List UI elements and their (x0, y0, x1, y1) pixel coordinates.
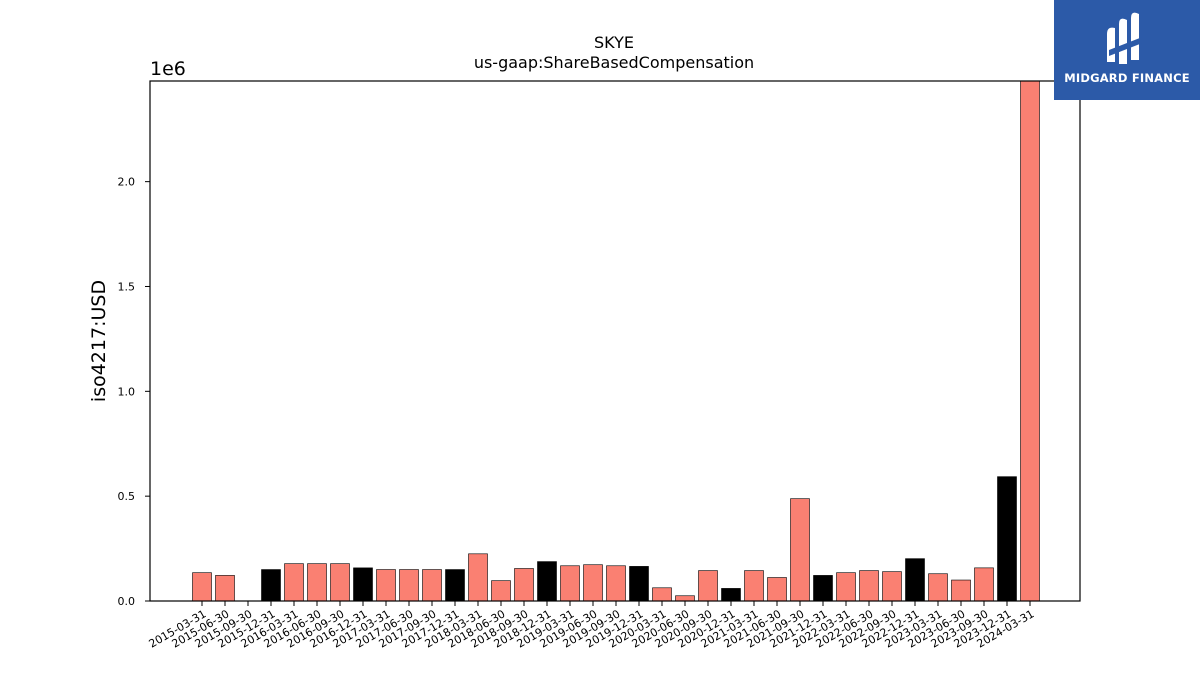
plot-frame (149, 80, 1081, 602)
x-ticks-layer: 2015-03-312015-06-302015-09-302015-12-31… (147, 601, 1037, 651)
bar-2018-09-30 (514, 568, 534, 602)
y-tick-label: 0.0 (118, 595, 136, 608)
bar-2024-03-31 (1020, 80, 1040, 602)
bar-2020-03-31 (652, 587, 672, 602)
bar-2015-12-31 (261, 569, 281, 602)
bar-2021-09-30 (790, 498, 810, 602)
bar-2023-06-30 (951, 579, 971, 602)
bars-layer (192, 80, 1040, 602)
bar-2015-03-31 (192, 572, 212, 602)
bar-2022-03-31 (836, 572, 856, 602)
midgard-logo-icon (1107, 12, 1145, 65)
bar-2018-06-30 (491, 580, 511, 602)
bar-2022-12-31 (905, 558, 925, 602)
y-tick-label: 0.5 (118, 490, 136, 503)
bar-2017-06-30 (399, 569, 419, 602)
bar-2023-12-31 (997, 476, 1017, 602)
y-multiplier-label: 1e6 (150, 58, 186, 80)
bar-2020-12-31 (721, 588, 741, 602)
y-tick-label: 1.0 (118, 385, 136, 398)
bar-2023-03-31 (928, 573, 948, 602)
bar-2021-03-31 (744, 570, 764, 602)
bar-2017-03-31 (376, 569, 396, 602)
chart-title: SKYE (594, 33, 634, 52)
bar-2017-09-30 (422, 569, 442, 602)
bar-2016-03-31 (284, 563, 304, 602)
y-ticks-layer: 0.0 0.5 1.0 1.5 2.0 (118, 176, 150, 608)
midgard-finance-logo: MIDGARD FINANCE (1054, 0, 1200, 100)
bar-2019-12-31 (629, 566, 649, 602)
bar-2015-06-30 (215, 575, 235, 602)
bar-2019-09-30 (606, 565, 626, 602)
bar-2018-12-31 (537, 561, 557, 602)
bar-2020-06-30 (675, 595, 695, 602)
bar-2016-06-30 (307, 563, 327, 602)
y-axis-label: iso4217:USD (88, 280, 110, 402)
bar-2022-06-30 (859, 570, 879, 602)
bar-2021-06-30 (767, 577, 787, 602)
bar-2022-09-30 (882, 571, 902, 602)
y-tick-label: 2.0 (118, 176, 136, 189)
y-tick-label: 1.5 (118, 280, 136, 293)
bar-2019-03-31 (560, 565, 580, 602)
bar-2020-09-30 (698, 570, 718, 602)
bar-2017-12-31 (445, 569, 465, 602)
bar-2023-09-30 (974, 567, 994, 602)
bar-2016-12-31 (353, 567, 373, 602)
bar-2021-12-31 (813, 575, 833, 602)
bar-2019-06-30 (583, 564, 603, 602)
bar-2016-09-30 (330, 563, 350, 602)
bar-2018-03-31 (468, 553, 488, 602)
chart-subtitle: us-gaap:ShareBasedCompensation (474, 53, 754, 72)
logo-text: MIDGARD FINANCE (1064, 71, 1190, 85)
